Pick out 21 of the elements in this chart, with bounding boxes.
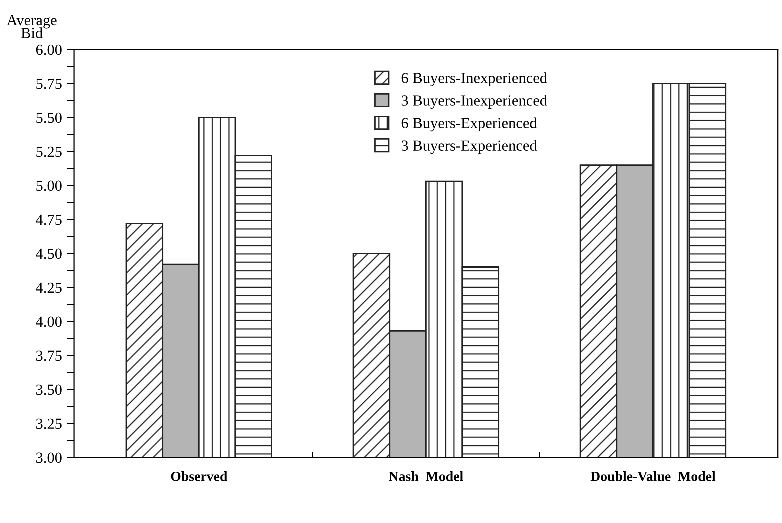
y-tick-label: 3.25	[36, 418, 62, 430]
y-axis-title: Average Bid	[6, 15, 57, 38]
y-tick-label: 4.75	[36, 214, 62, 226]
legend-label: 3 Buyers-Inexperienced	[402, 95, 548, 110]
x-tick-label: Double-Value Model	[590, 472, 716, 482]
y-tick-label: 5.75	[36, 78, 62, 90]
y-tick-label: 4.50	[36, 248, 62, 260]
y-tick-label: 5.50	[36, 112, 62, 124]
y-tick-label: 3.50	[36, 384, 62, 396]
y-tick-label: 4.25	[36, 282, 62, 294]
y-tick-label: 5.25	[36, 146, 62, 158]
legend-label: 6 Buyers-Inexperienced	[402, 72, 548, 86]
legend-label: 3 Buyers-Experienced	[402, 140, 538, 154]
legend-label: 6 Buyers-Experienced	[402, 118, 538, 132]
x-tick-label: Nash Model	[389, 472, 464, 482]
x-tick-label: Observed	[171, 472, 228, 482]
y-tick-label: 3.00	[36, 452, 62, 464]
y-tick-label: 5.00	[36, 180, 62, 192]
y-tick-label: 3.75	[36, 350, 62, 362]
y-tick-label: 6.00	[36, 44, 62, 56]
y-tick-label: 4.00	[36, 316, 62, 328]
